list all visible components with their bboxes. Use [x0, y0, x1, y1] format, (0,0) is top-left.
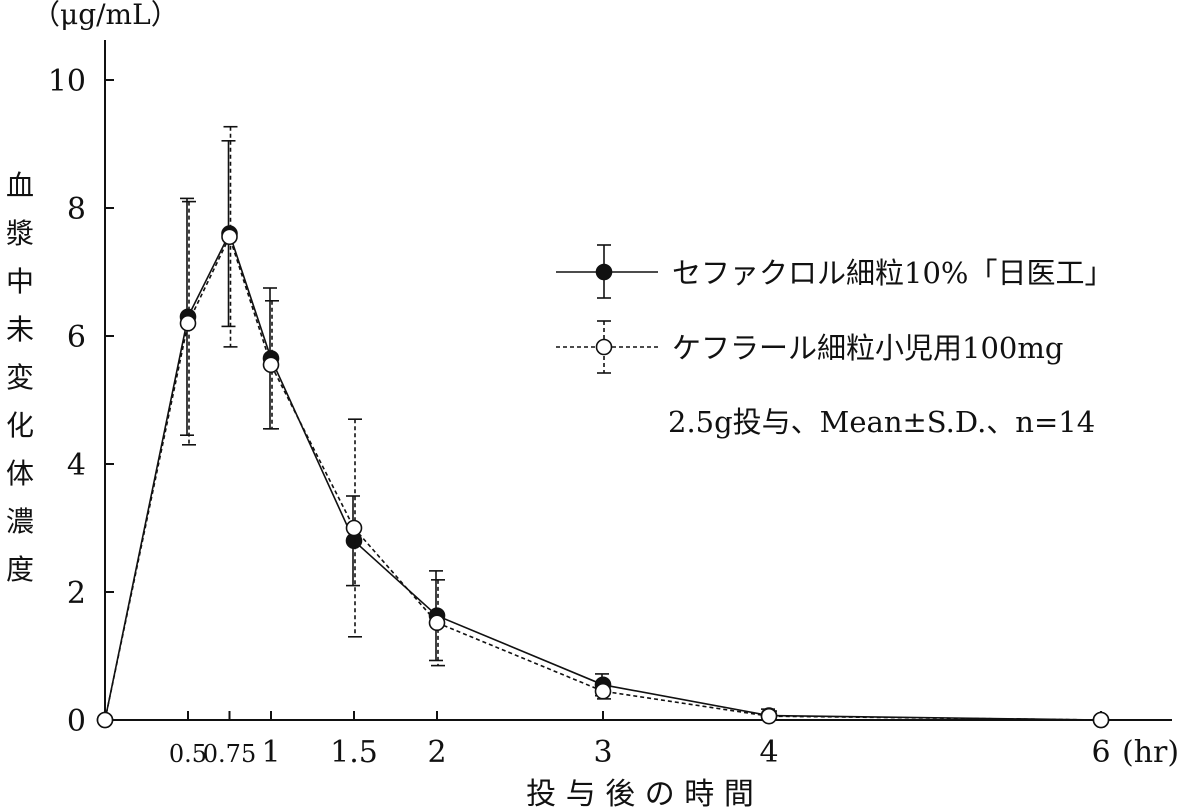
y-tick-label: 10: [48, 64, 86, 99]
series-line: [104, 231, 1102, 721]
x-axis-label: 投 与 後 の 時 間: [526, 777, 754, 811]
legend-entry-series-2: ケフラール細粒小児用100mg: [556, 320, 1063, 374]
x-ticks: 0.50.75 1 1.5 2 3 4 6: [169, 711, 1111, 770]
x-unit-label: (hr): [1122, 735, 1179, 770]
x-tick-label: 0.5: [169, 740, 207, 768]
x-tick-label: 2: [427, 735, 446, 770]
y-tick-label: 8: [67, 192, 86, 227]
axes: [104, 40, 1172, 721]
series-2: [96, 125, 1110, 729]
x-tick-label: 1.5: [330, 735, 378, 770]
y-axis-label-char: 度: [6, 553, 34, 586]
y-tick-label: 4: [67, 448, 86, 483]
y-axis-label-char: 未: [6, 313, 34, 346]
data-point: [428, 614, 446, 632]
x-tick-label: 3: [593, 735, 612, 770]
legend-marker-series-1: [595, 263, 613, 281]
legend-entry-series-1: セファクロル細粒10%「日医工」: [556, 244, 1113, 299]
legend-note: 2.5g投与、Mean±S.D.、n=14: [668, 405, 1095, 439]
legend-label-series-1: セファクロル細粒10%「日医工」: [672, 256, 1113, 290]
x-tick-label: 1: [261, 735, 280, 770]
data-point: [96, 711, 114, 729]
data-point: [594, 682, 612, 700]
data-point: [1092, 711, 1110, 729]
legend-marker-series-2: [595, 338, 613, 356]
y-axis-label-char: 漿: [6, 217, 34, 250]
y-unit-label: （μg/mL）: [32, 0, 179, 31]
y-axis-label-char: 体: [6, 457, 34, 490]
data-point: [345, 519, 363, 537]
y-axis-label-char: 血: [6, 169, 34, 202]
data-point: [760, 707, 778, 725]
y-tick-label: 6: [67, 320, 86, 355]
y-axis-label-char: 化: [6, 409, 34, 442]
data-point: [179, 314, 197, 332]
x-tick-label: 6: [1091, 735, 1110, 770]
y-axis-label-char: 中: [6, 265, 34, 298]
x-tick-label: 4: [759, 735, 778, 770]
x-tick-label: 0.75: [203, 740, 256, 768]
y-tick-label: 0: [67, 704, 86, 739]
series-layer: [96, 125, 1110, 729]
y-axis-label-char: 変: [6, 361, 34, 394]
legend: セファクロル細粒10%「日医工」 ケフラール細粒小児用100mg 2.5g投与、…: [556, 244, 1113, 439]
series-line: [104, 234, 1102, 721]
data-point: [262, 356, 280, 374]
legend-label-series-2: ケフラール細粒小児用100mg: [672, 331, 1063, 365]
y-tick-label: 2: [67, 576, 86, 611]
data-point: [221, 228, 238, 246]
y-ticks: 0 2 4 6 8 10: [48, 64, 114, 739]
y-axis-label-char: 濃: [6, 505, 34, 538]
